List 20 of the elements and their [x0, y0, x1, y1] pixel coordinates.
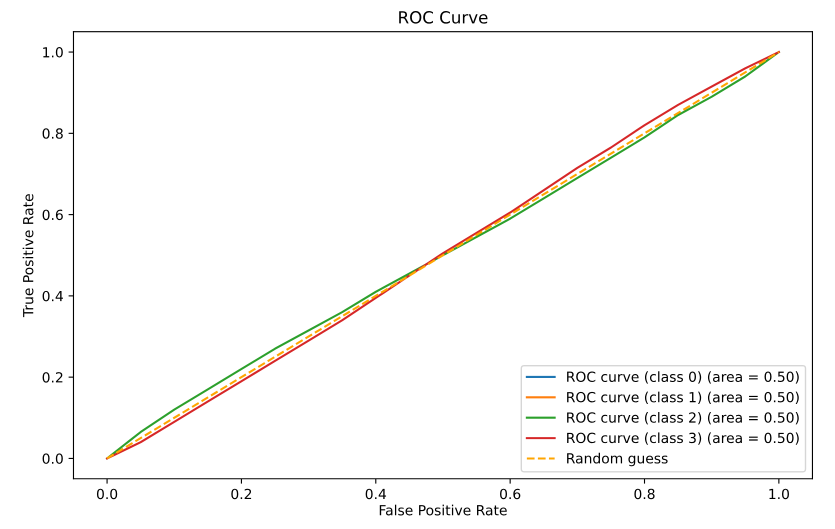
legend-label: ROC curve (class 1) (area = 0.50) [567, 392, 799, 404]
legend-label: ROC curve (class 3) (area = 0.50) [567, 432, 799, 445]
x-tick-label: 0.2 [231, 488, 252, 500]
x-tick-label: 0.8 [634, 488, 655, 500]
y-tick-label: 0.6 [42, 210, 63, 220]
y-tick-label: 0.2 [42, 372, 62, 383]
x-tick-label: 0.6 [500, 488, 520, 500]
x-tick-label: 0.4 [366, 488, 386, 500]
y-tick-label: 1.0 [43, 47, 63, 58]
chart-title: ROC Curve [399, 11, 488, 24]
legend-label: ROC curve (class 0) (area = 0.50) [567, 371, 799, 384]
y-axis-title: True Positive Rate [22, 194, 34, 318]
x-tick-label: 1.0 [769, 488, 789, 500]
y-tick-label: 0.8 [42, 128, 63, 139]
legend-label: Random guess [567, 452, 668, 466]
legend-label: ROC curve (class 2) (area = 0.50) [567, 412, 799, 424]
y-tick-label: 0.0 [42, 453, 63, 464]
x-axis-title: False Positive Rate [380, 504, 507, 516]
x-tick-label: 0.0 [96, 488, 118, 500]
y-tick-label: 0.4 [42, 290, 63, 302]
